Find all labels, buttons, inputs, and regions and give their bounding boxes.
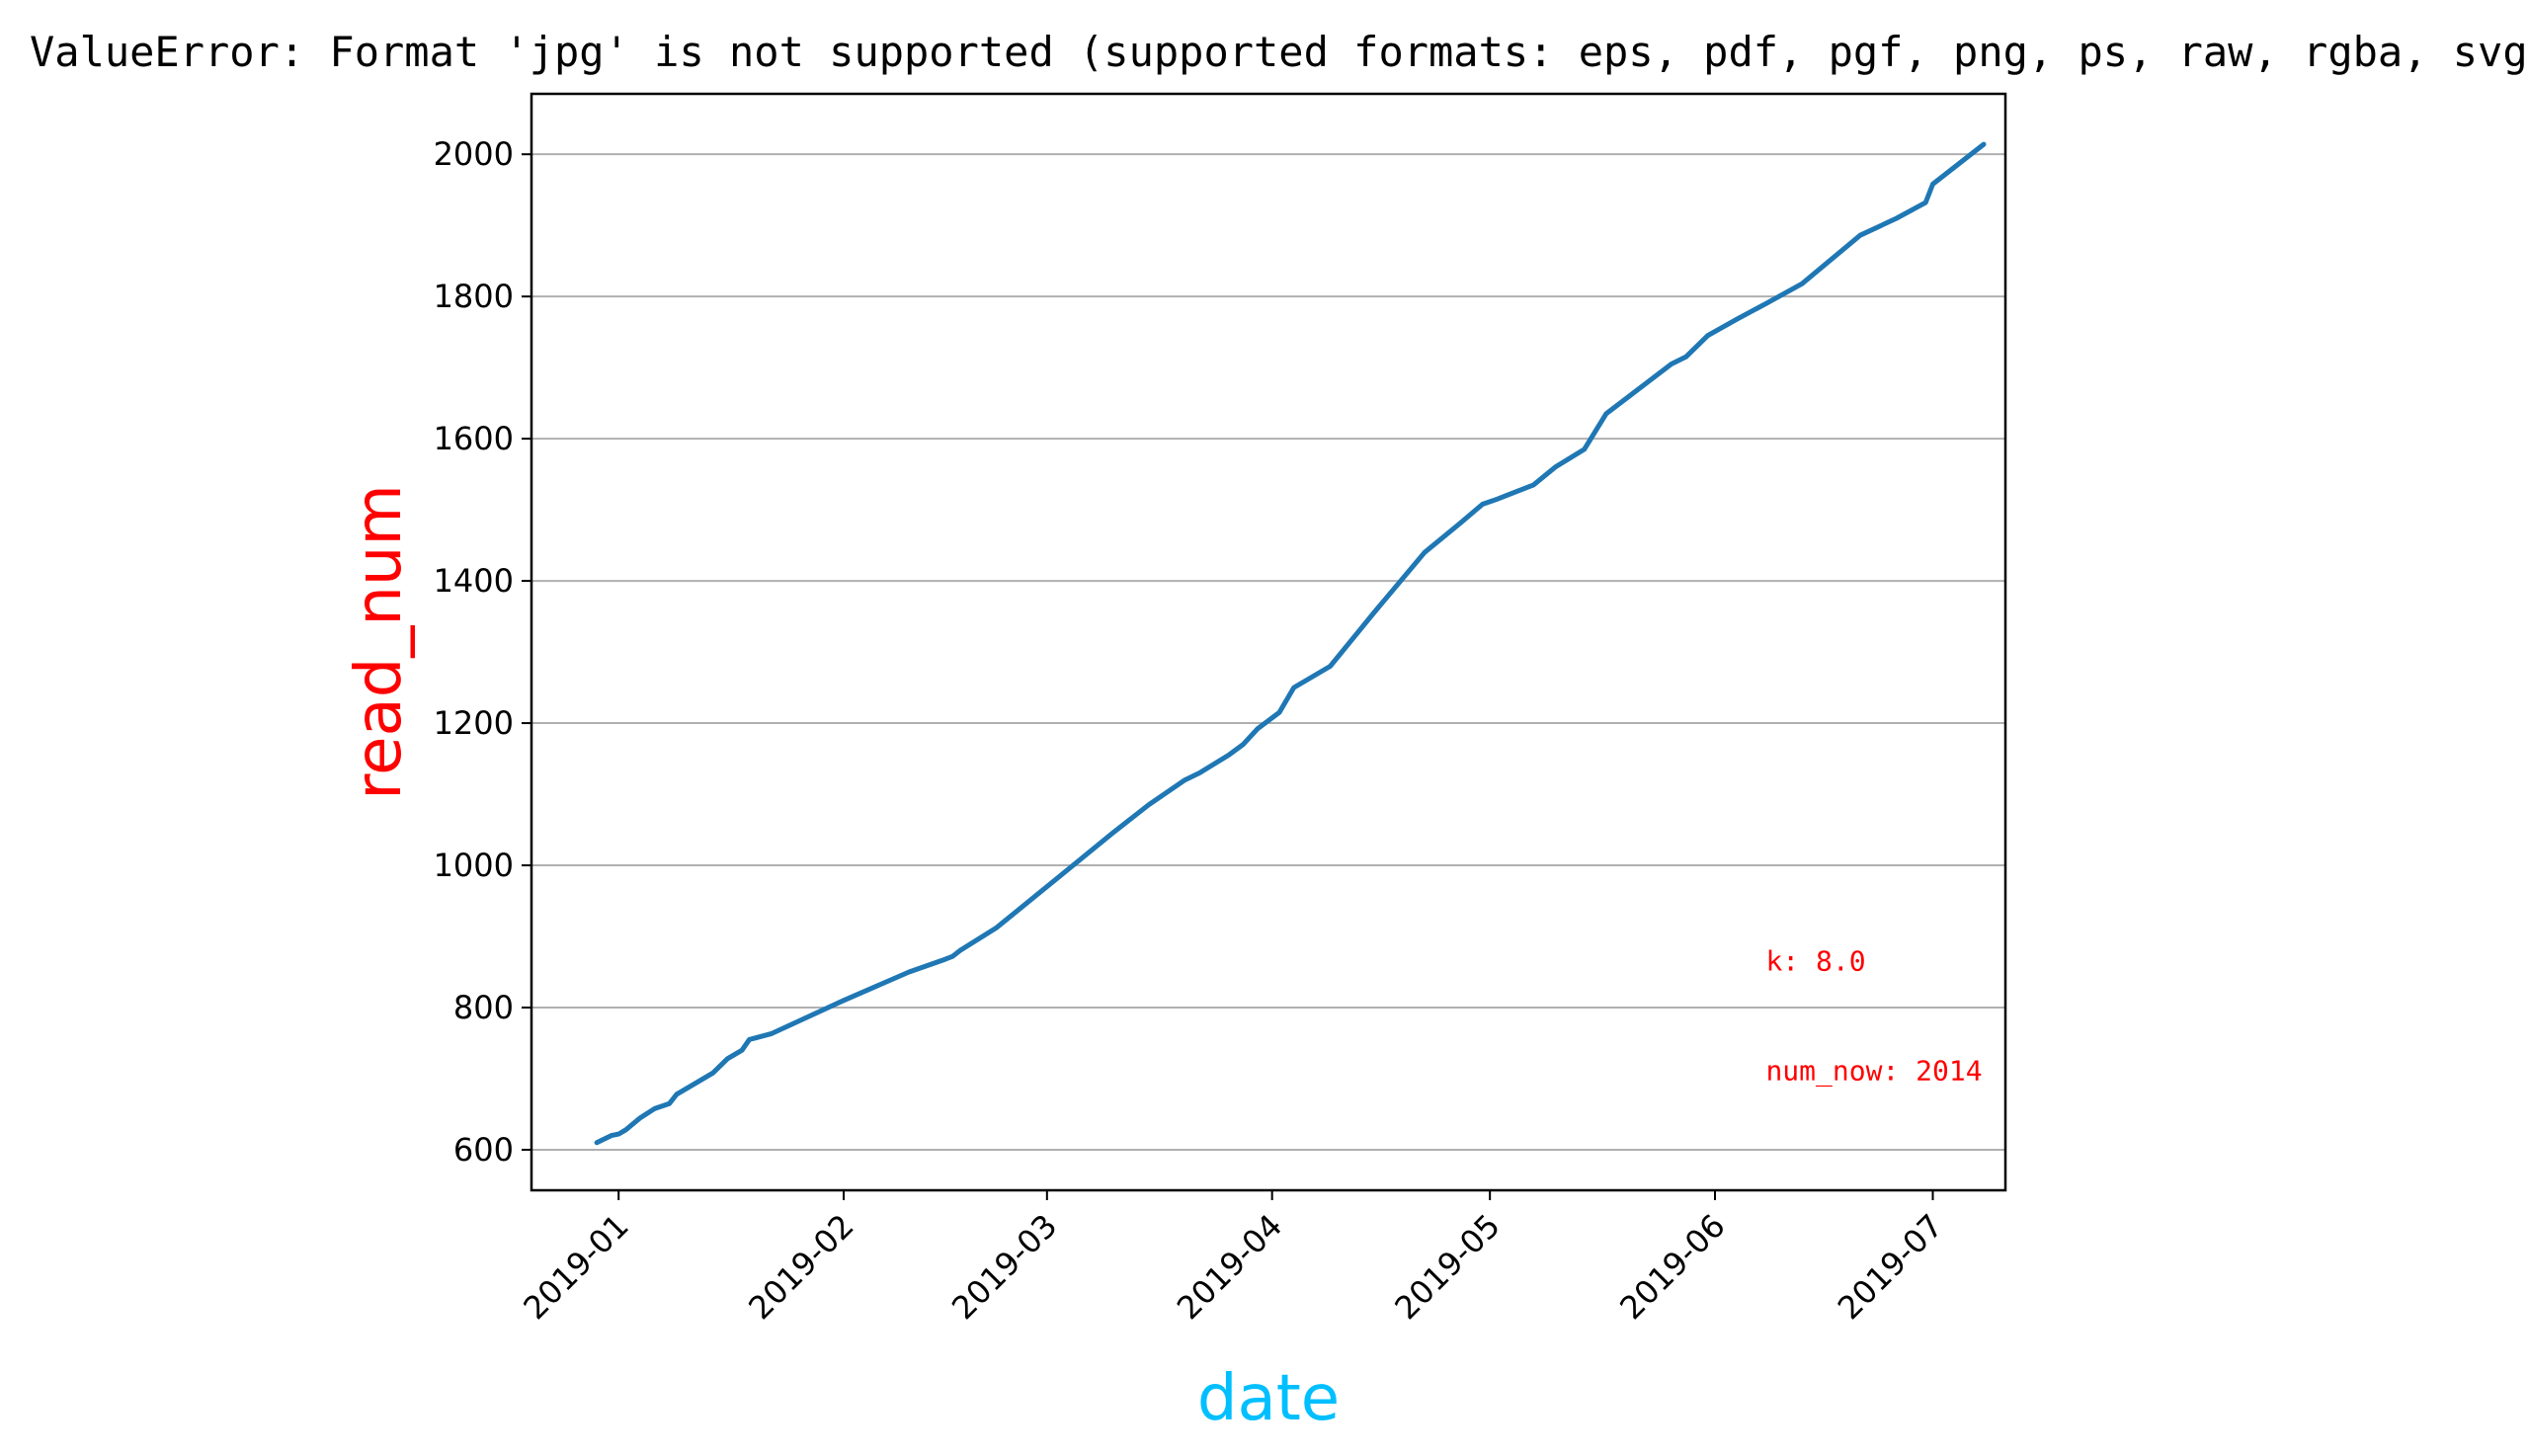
y-tick-label: 1600 [434,420,514,457]
x-tick-label: 2019-06 [1612,1207,1732,1327]
read-num-series-line [594,141,1987,1146]
error-message: ValueError: Format 'jpg' is not supporte… [30,28,2528,76]
y-tick-label: 1400 [434,562,514,600]
x-tick-label: 2019-02 [741,1207,860,1327]
x-tick-label: 2019-04 [1170,1207,1289,1327]
annotation-num-now: num_now: 2014 [1765,1054,1982,1088]
annotation-k: k: 8.0 [1765,945,1865,978]
x-axis-label: date [1197,1362,1340,1435]
y-tick-label: 1800 [434,278,514,315]
y-tick-label: 2000 [434,135,514,173]
y-axis: 600 800 1000 1200 1400 1600 1800 2000 [434,135,531,1169]
x-axis: 2019-01 2019-02 2019-03 2019-04 2019-05 2019-… [516,1190,1950,1327]
x-tick-label: 2019-07 [1831,1207,1950,1327]
y-axis-label: read_num [343,484,416,800]
x-tick-label: 2019-05 [1387,1207,1507,1327]
y-tick-label: 600 [453,1131,514,1169]
y-gridlines [531,153,2005,1151]
x-tick-label: 2019-03 [944,1207,1064,1327]
x-tick-label: 2019-01 [516,1207,635,1327]
plot-frame [530,92,2007,1192]
y-tick-label: 1200 [434,704,514,742]
y-tick-label: 800 [453,989,514,1026]
y-tick-label: 1000 [434,847,514,884]
